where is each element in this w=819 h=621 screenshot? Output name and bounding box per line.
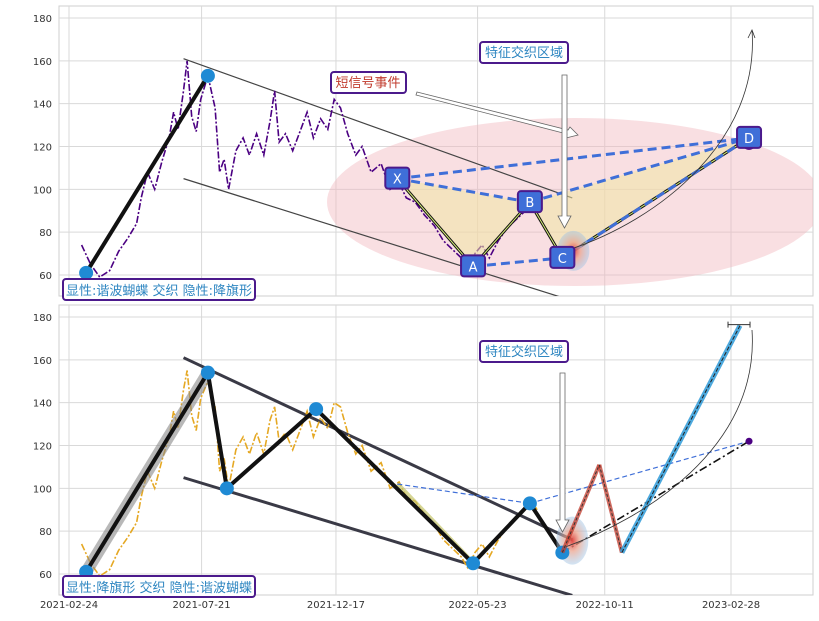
harmonic-point-label: D: [744, 132, 754, 147]
y-tick-label: 100: [33, 484, 52, 495]
zone-arrow: [555, 372, 570, 533]
x-tick-label: 2021-07-21: [173, 600, 231, 611]
harmonic-point-label: X: [393, 173, 402, 188]
projection-leg-2-dash: [598, 464, 623, 553]
channel-upper: [183, 58, 573, 199]
channel-lower: [183, 476, 573, 595]
panel1-harmonic-pattern: X A B C D: [79, 29, 763, 280]
target-bracket: [727, 321, 751, 328]
upleg-start-point: [79, 265, 94, 280]
panel2-top-label: 特征交织区域: [485, 344, 563, 360]
panel2-bottom-label: 显性:降旗形 交织 隐性:谐波蝴蝶: [66, 580, 252, 596]
harmonic-point-label: A: [469, 260, 478, 275]
y-tick-label: 160: [33, 57, 52, 68]
y-tick-label: 180: [33, 14, 52, 25]
y-tick-label: 80: [39, 527, 52, 538]
harmonic-dashed-link: [397, 177, 531, 204]
y-tick-label: 160: [33, 356, 52, 367]
zigzag-point: [466, 556, 481, 571]
y-tick-label: 60: [39, 271, 52, 282]
curve-arrow: [566, 329, 753, 547]
harmonic-dashed-link: [472, 256, 563, 268]
y-tick-label: 120: [33, 143, 52, 154]
zone-arrow: [557, 74, 572, 229]
panel2-grid: [59, 305, 813, 595]
harmonic-point-box: [460, 254, 487, 278]
triangle-xab: [397, 178, 530, 267]
panel2-y-ticks: 60 80 100 120 140 160 180: [33, 313, 52, 581]
zigzag-point: [309, 402, 324, 417]
harmonic-point-label: B: [525, 196, 534, 211]
harmonic-point-c: C: [549, 245, 576, 269]
y-tick-label: 180: [33, 313, 52, 324]
series-line: [80, 60, 538, 279]
panel1-top-label: 特征交织区域: [485, 45, 563, 61]
panel1-event-label-box: 短信号事件: [330, 71, 407, 94]
panel1-top-label-box: 特征交织区域: [479, 41, 569, 64]
annotation-labels: 特征交织区域 短信号事件 显性:谐波蝴蝶 交织 隐性:降旗形 特征交织区域 显性…: [62, 41, 569, 598]
event-arrow: [415, 91, 579, 139]
x-tick-label: 2023-02-28: [702, 600, 760, 611]
dashed-link: [529, 440, 750, 504]
harmonic-point-box: [384, 166, 411, 190]
panel1-grid: [59, 6, 813, 296]
y-tick-label: 140: [33, 399, 52, 410]
dashdot-link: [561, 440, 750, 554]
harmonic-point-box: [516, 190, 543, 214]
harmonic-dashed-link: [529, 136, 750, 204]
channel-upper: [182, 356, 573, 542]
triangle-bcd: [529, 137, 750, 258]
harmonic-point-a: A: [460, 254, 487, 278]
curve-arrow: [568, 29, 753, 251]
panel2-top-label-box: 特征交织区域: [479, 340, 569, 363]
upleg-line: [84, 74, 210, 274]
zigzag-point: [522, 496, 537, 511]
panel2-series: [80, 370, 538, 578]
projection-leg-3-dash: [621, 325, 741, 553]
panel1-frame: [58, 5, 814, 297]
harmonic-dashed-link: [397, 136, 750, 181]
harmonic-point-box: [736, 125, 763, 149]
panel1-channel-lines: [183, 58, 573, 296]
series-line: [80, 370, 538, 578]
x-tick-label: 2022-05-23: [449, 600, 507, 611]
panel2-frame: [58, 304, 814, 596]
y-tick-label: 80: [39, 228, 52, 239]
panel1-bottom-label: 显性:谐波蝴蝶 交织 隐性:降旗形: [66, 283, 252, 299]
projection-leg-1-dash: [561, 464, 600, 553]
panel1-series: [80, 60, 538, 279]
harmonic-point-box: [549, 245, 576, 269]
dashed-link: [397, 483, 530, 504]
y-tick-label: 60: [39, 570, 52, 581]
x-ticks: 2021-02-24 2021-07-21 2021-12-17 2022-05-23…: [40, 600, 760, 611]
y-tick-label: 140: [33, 100, 52, 111]
y-tick-label: 120: [33, 442, 52, 453]
x-tick-label: 2021-12-17: [307, 600, 365, 611]
harmonic-dashed-link: [561, 136, 750, 260]
panel1-event-label: 短信号事件: [335, 76, 400, 91]
harmonic-point-label: C: [558, 252, 567, 267]
zigzag-point: [219, 481, 234, 496]
panel2-projection: [555, 321, 753, 554]
panel2-channel-lines: [182, 356, 573, 595]
panel1-y-ticks: 60 80 100 120 140 160 180: [33, 14, 52, 282]
x-tick-label: 2022-10-11: [576, 600, 634, 611]
curve-arrow-head: [747, 29, 756, 39]
harmonic-point-x: X: [384, 166, 411, 190]
x-tick-label: 2021-02-24: [40, 600, 98, 611]
harmonic-point-d: D: [736, 125, 763, 149]
upleg-end-point: [200, 68, 215, 83]
zigzag-point: [200, 365, 215, 380]
panel2-bottom-label-box: 显性:降旗形 交织 隐性:谐波蝴蝶: [62, 575, 256, 598]
panel2-zigzag: [79, 365, 753, 579]
harmonic-point-b: B: [516, 190, 543, 214]
panel1-bottom-label-box: 显性:谐波蝴蝶 交织 隐性:降旗形: [62, 278, 256, 301]
end-point-marker: [745, 437, 753, 445]
harmonic-leg-highlight: [396, 178, 474, 267]
channel-lower: [183, 178, 560, 296]
y-tick-label: 100: [33, 185, 52, 196]
